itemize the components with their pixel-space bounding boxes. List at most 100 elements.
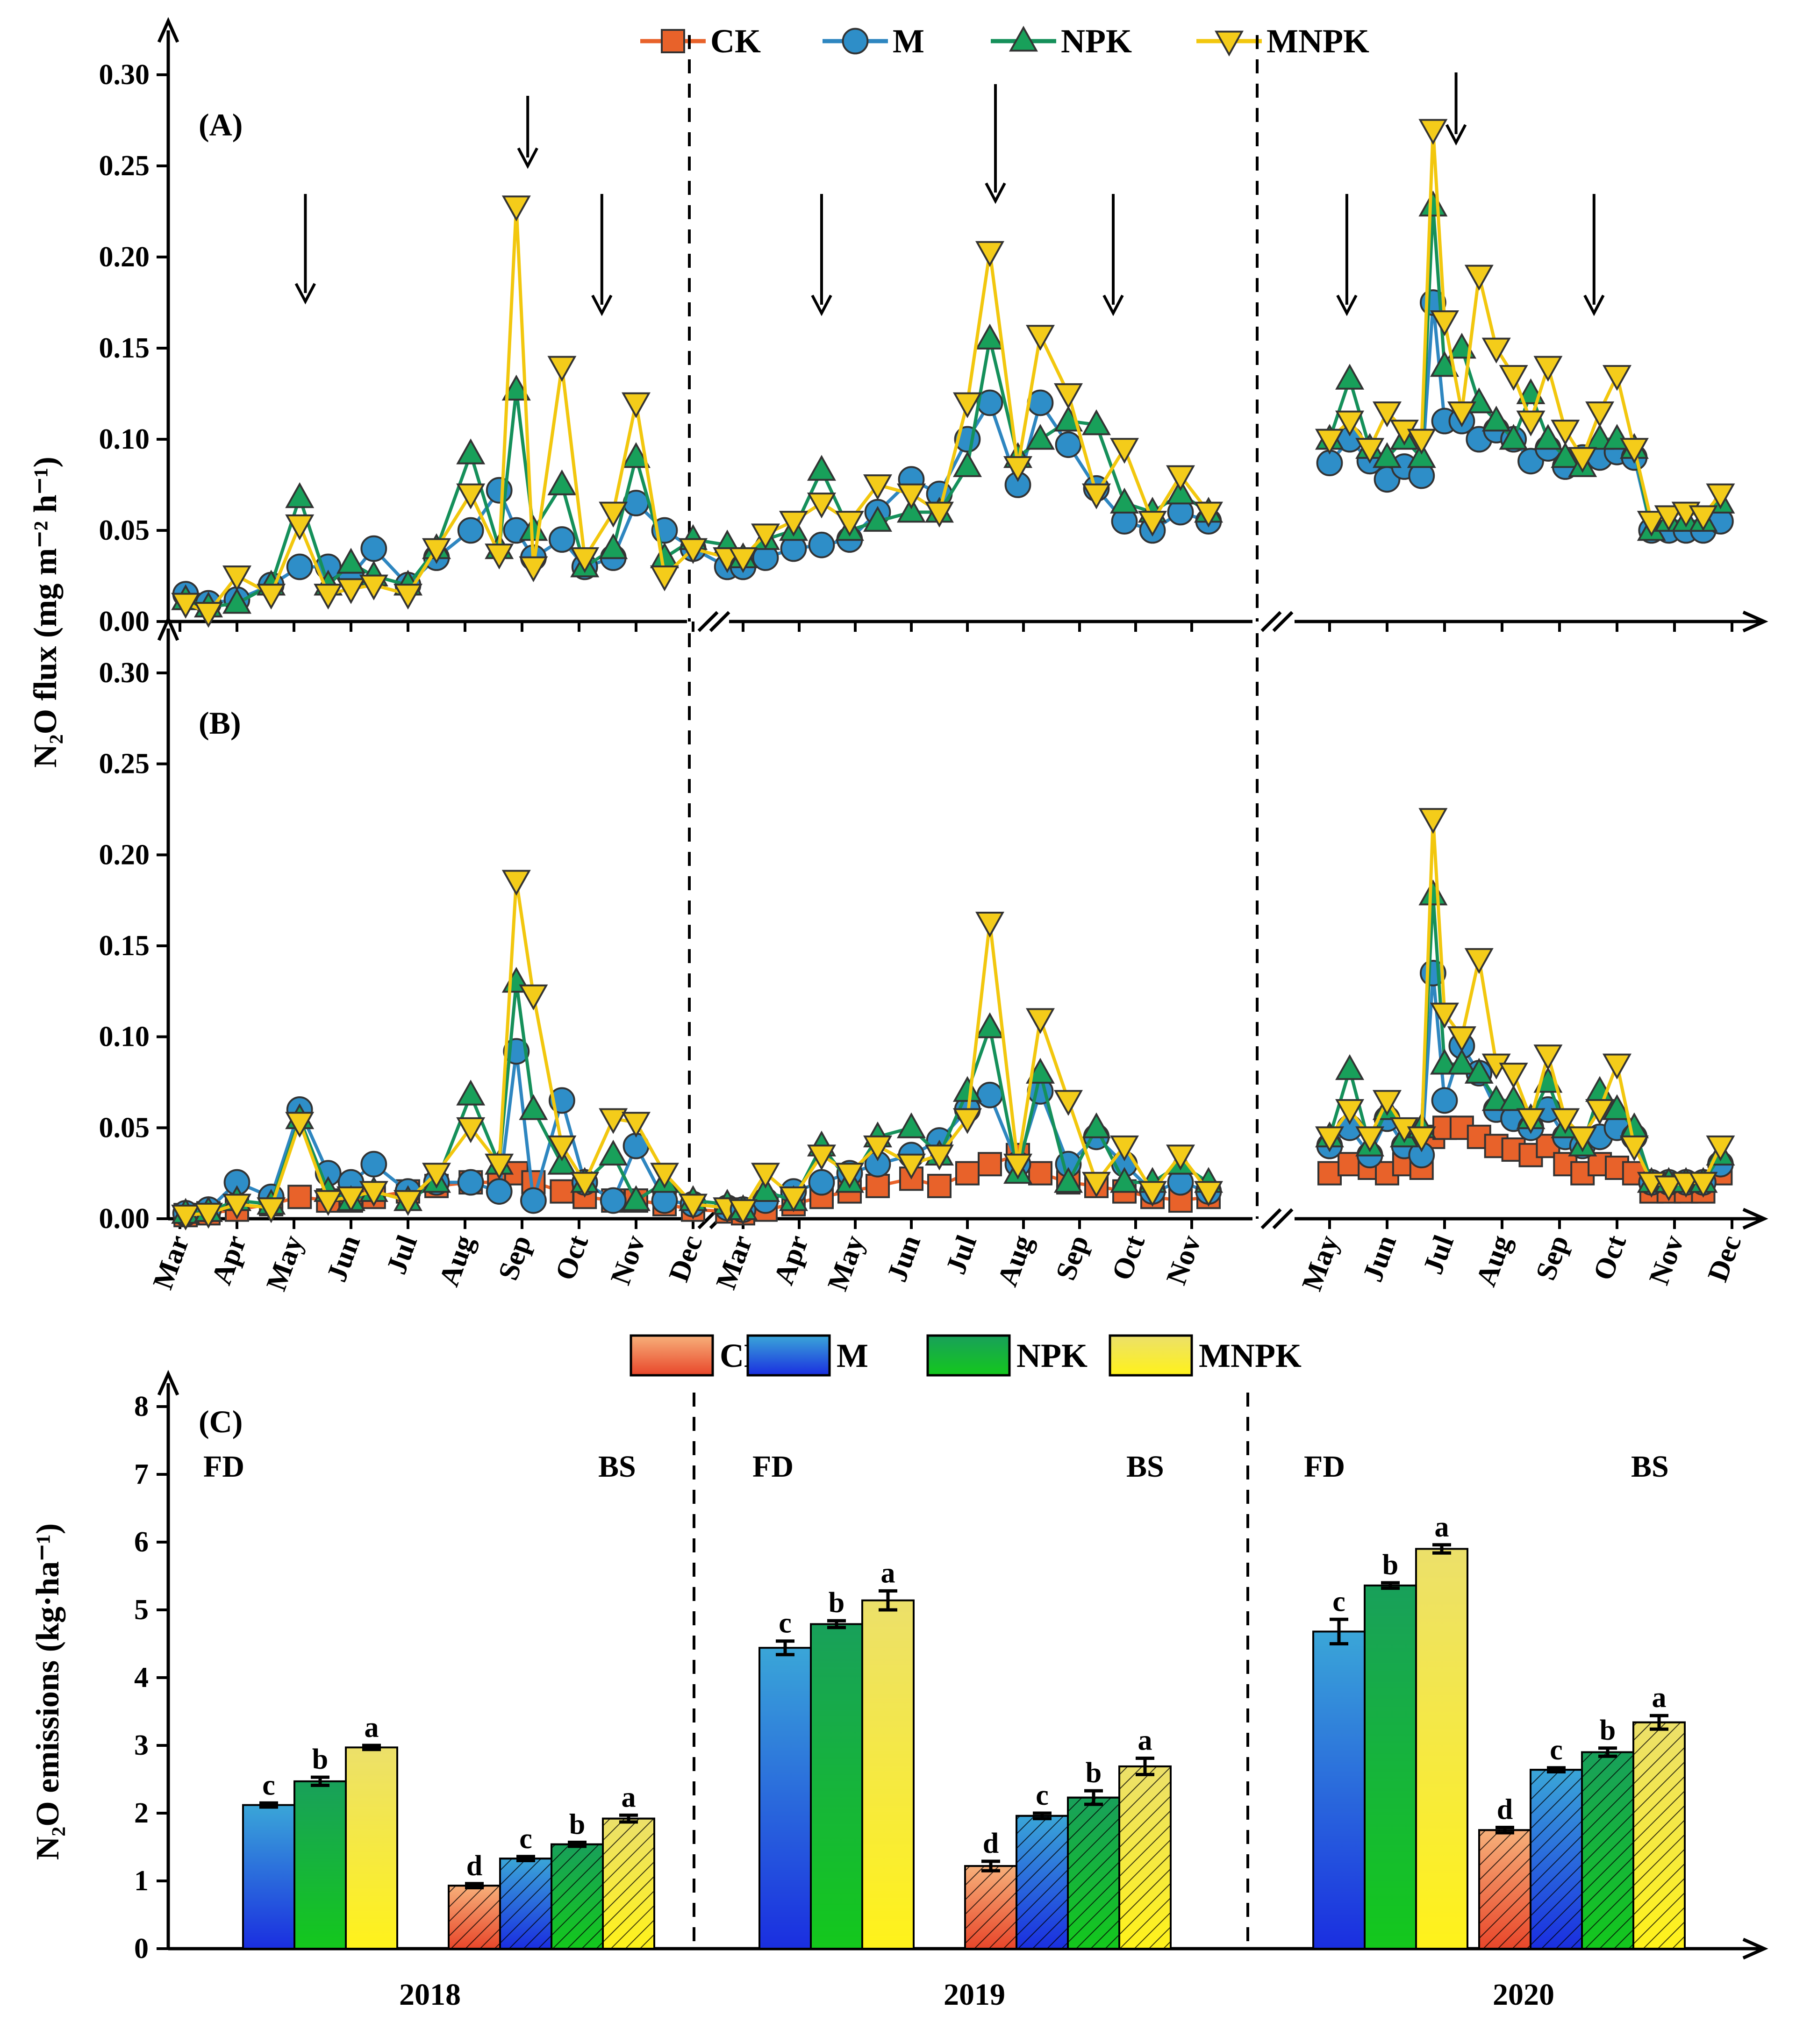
y-tick-label: 0.15 bbox=[99, 332, 150, 364]
data-point bbox=[193, 602, 223, 628]
data-point bbox=[456, 438, 486, 465]
data-point bbox=[1335, 1099, 1365, 1125]
point-marker bbox=[1025, 1058, 1055, 1084]
data-point bbox=[1025, 1008, 1055, 1034]
significance-letter: a bbox=[1435, 1511, 1449, 1543]
y-tick-label: 0.30 bbox=[99, 657, 150, 689]
data-point bbox=[336, 1186, 366, 1213]
legend-item-npk: NPK bbox=[926, 1334, 1088, 1377]
data-point bbox=[1516, 410, 1546, 436]
series-mnpk bbox=[171, 870, 742, 1231]
data-point bbox=[678, 1194, 708, 1220]
data-point bbox=[1109, 438, 1139, 464]
data-point bbox=[193, 1202, 223, 1229]
data-point bbox=[1481, 1085, 1511, 1111]
point-marker bbox=[975, 241, 1005, 267]
month-label: Dec bbox=[663, 1231, 708, 1286]
point-marker bbox=[547, 469, 577, 495]
data-point bbox=[1418, 808, 1448, 834]
data-point bbox=[650, 542, 680, 568]
month-label: Aug bbox=[992, 1231, 1039, 1291]
point-marker bbox=[485, 1153, 514, 1180]
data-point bbox=[896, 483, 926, 509]
bar-bs-m: c bbox=[499, 1823, 552, 1950]
data-point bbox=[807, 455, 837, 481]
data-point bbox=[1464, 264, 1494, 291]
bar bbox=[1364, 1584, 1417, 1950]
y-axis-arrow bbox=[157, 1370, 179, 1396]
point-marker bbox=[1464, 1058, 1494, 1084]
data-point bbox=[485, 543, 514, 570]
point-marker bbox=[779, 1186, 809, 1213]
data-point bbox=[1194, 1181, 1224, 1207]
data-point bbox=[1619, 1135, 1649, 1162]
point-marker bbox=[1481, 337, 1511, 364]
point-marker bbox=[360, 1151, 387, 1178]
data-point bbox=[1585, 1099, 1615, 1125]
data-point bbox=[952, 392, 982, 418]
point-marker bbox=[896, 497, 926, 523]
data-point bbox=[978, 1152, 1002, 1177]
data-point bbox=[621, 442, 651, 468]
significance-letter: a bbox=[1652, 1682, 1667, 1714]
significance-letter: b bbox=[569, 1808, 585, 1840]
point-marker bbox=[863, 1135, 893, 1162]
data-point bbox=[863, 474, 893, 500]
data-point bbox=[808, 531, 835, 558]
data-point bbox=[550, 1179, 574, 1204]
data-point bbox=[952, 451, 982, 477]
point-marker bbox=[1003, 1153, 1033, 1180]
point-marker bbox=[1654, 505, 1683, 531]
point-marker bbox=[1081, 1112, 1111, 1138]
point-marker bbox=[621, 442, 651, 468]
data-point bbox=[1335, 364, 1365, 390]
bar-hatch bbox=[1478, 1829, 1531, 1950]
significance-letter: b bbox=[829, 1587, 844, 1619]
data-point bbox=[1025, 424, 1055, 450]
data-point bbox=[924, 1144, 954, 1171]
bar-hatch bbox=[448, 1885, 501, 1950]
panel-c-label: (C) bbox=[199, 1404, 243, 1439]
data-point bbox=[1194, 501, 1224, 528]
point-marker bbox=[621, 392, 651, 418]
point-marker bbox=[485, 543, 514, 570]
significance-letter: d bbox=[466, 1850, 482, 1882]
point-marker bbox=[1166, 479, 1195, 505]
data-point bbox=[779, 511, 809, 537]
point-marker bbox=[975, 911, 1005, 938]
point-marker bbox=[1516, 1108, 1546, 1134]
data-point bbox=[1533, 424, 1563, 450]
point-marker bbox=[222, 588, 252, 614]
fertilization-arrow-head bbox=[1102, 294, 1124, 316]
point-marker bbox=[835, 511, 865, 537]
legend-marker bbox=[1214, 30, 1244, 57]
emissions-y-axis-label: N₂O emissions (kg·ha⁻¹) bbox=[30, 1523, 66, 1860]
point-marker bbox=[456, 1079, 486, 1106]
point-marker bbox=[896, 1153, 926, 1180]
point-marker bbox=[1355, 438, 1385, 464]
point-marker bbox=[193, 1202, 223, 1229]
point-marker bbox=[457, 1169, 484, 1196]
point-marker bbox=[1602, 1094, 1632, 1120]
data-point bbox=[1431, 1087, 1458, 1114]
point-marker bbox=[1499, 365, 1528, 391]
data-point bbox=[807, 493, 837, 519]
point-marker bbox=[1447, 401, 1476, 428]
data-point bbox=[1430, 1049, 1460, 1075]
y-tick-label: 0.00 bbox=[99, 606, 150, 637]
point-marker bbox=[1109, 1167, 1139, 1193]
data-point bbox=[359, 574, 388, 600]
data-point bbox=[457, 517, 484, 544]
data-point bbox=[1481, 406, 1511, 432]
data-point bbox=[728, 547, 758, 573]
month-label: Oct bbox=[549, 1231, 594, 1284]
panel-c: (C) 0 1 2 3 4 5 6 7 8 FD BS 2018 c b a d c b a FD BS 2019 c b a d… bbox=[134, 1370, 1768, 2012]
data-point bbox=[1025, 325, 1055, 351]
point-marker bbox=[1194, 1181, 1224, 1207]
point-marker bbox=[1025, 325, 1055, 351]
data-point bbox=[1003, 456, 1033, 482]
data-point bbox=[285, 514, 315, 541]
point-marker bbox=[1025, 424, 1055, 450]
point-marker bbox=[1551, 442, 1580, 468]
data-point bbox=[808, 1169, 835, 1196]
